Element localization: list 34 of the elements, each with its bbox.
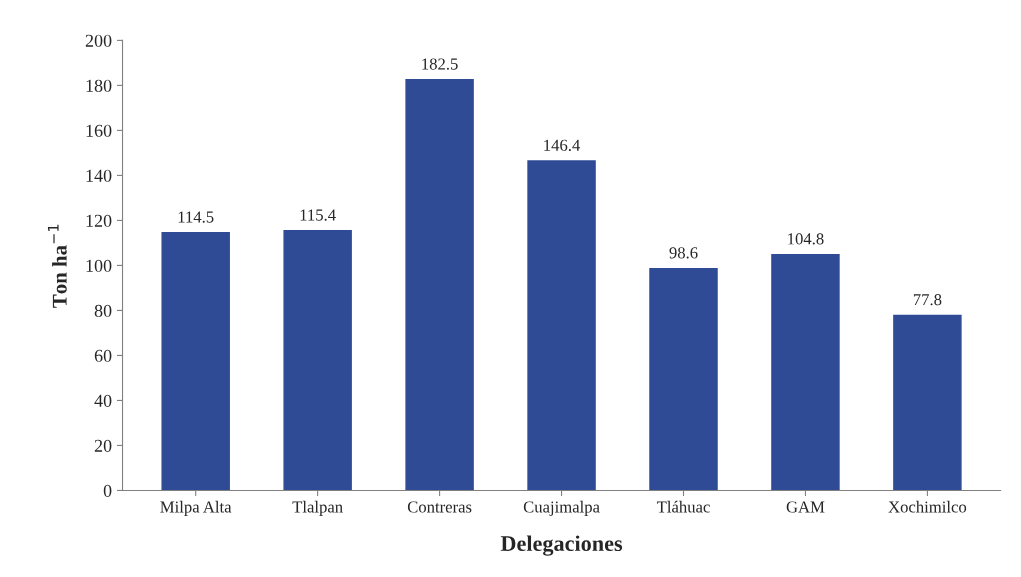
y-tick-label: 180 bbox=[86, 79, 112, 92]
y-tick-label: 80 bbox=[94, 304, 112, 317]
y-axis-title: Ton ha$^{−1}$ bbox=[47, 224, 67, 308]
bar bbox=[405, 79, 474, 491]
y-tick-label: 100 bbox=[86, 259, 112, 272]
x-tick-label: Xochimilco bbox=[888, 500, 967, 513]
data-label: 146.4 bbox=[544, 139, 581, 151]
bar bbox=[649, 267, 718, 491]
bar bbox=[893, 314, 962, 491]
x-tick-label: GAM bbox=[786, 501, 825, 513]
bar bbox=[283, 230, 352, 491]
x-tick-label: Milpa Alta bbox=[160, 500, 232, 516]
y-tick-label: 120 bbox=[86, 214, 112, 227]
data-label: 114.5 bbox=[178, 211, 214, 223]
data-label: 77.8 bbox=[913, 293, 942, 306]
y-tick-label: 160 bbox=[86, 124, 112, 137]
bar bbox=[161, 232, 230, 491]
bar bbox=[527, 160, 596, 491]
x-tick-label: Tlalpan bbox=[292, 500, 343, 516]
y-tick-label: 0 bbox=[103, 484, 112, 497]
y-tick-label: 140 bbox=[86, 169, 112, 182]
x-tick-label: Contreras bbox=[407, 501, 472, 513]
data-label: 98.6 bbox=[669, 247, 698, 259]
x-tick-label: Cuajimalpa bbox=[523, 500, 600, 516]
y-tick-label: 40 bbox=[94, 394, 112, 407]
bar bbox=[771, 253, 840, 491]
y-tick-label: 200 bbox=[85, 34, 112, 47]
data-label: 115.4 bbox=[300, 209, 336, 221]
y-tick-label: 60 bbox=[94, 349, 112, 362]
data-label: 182.5 bbox=[422, 58, 458, 70]
x-axis-title: Delegaciones bbox=[500, 535, 623, 556]
x-tick-label: Tláhuac bbox=[656, 500, 710, 513]
y-tick-label: 20 bbox=[94, 439, 112, 452]
data-label: 104.8 bbox=[788, 233, 824, 245]
